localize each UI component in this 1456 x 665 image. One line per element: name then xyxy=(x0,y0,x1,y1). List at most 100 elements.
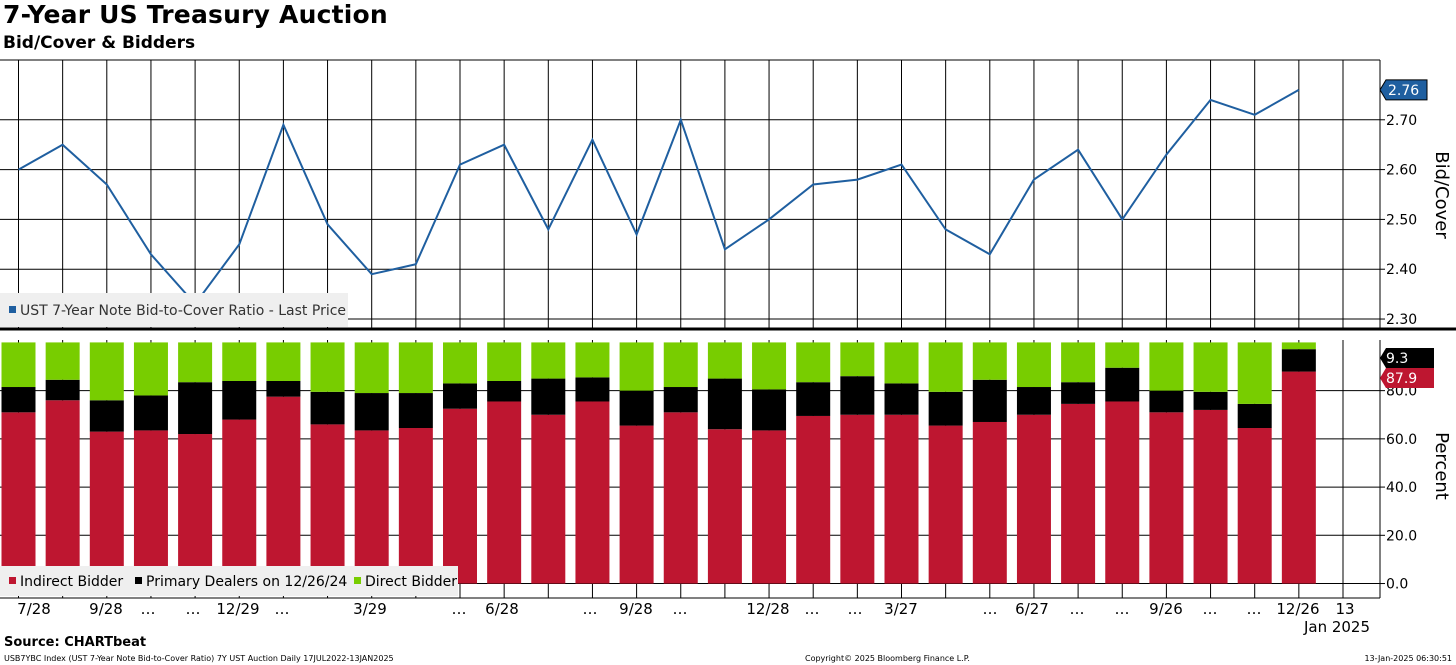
bar-direct xyxy=(663,342,698,388)
bar-indirect xyxy=(575,401,610,584)
bar-direct xyxy=(796,342,831,383)
bar-primary-dealers xyxy=(354,393,389,431)
legend-label: UST 7-Year Note Bid-to-Cover Ratio - Las… xyxy=(20,303,346,319)
bar-primary-dealers xyxy=(1061,382,1096,404)
y-tick-label: 2.40 xyxy=(1386,262,1417,278)
y-tick-label: 60.0 xyxy=(1386,432,1417,448)
bidders-panel: 0.020.040.060.080.09.387.9PercentIndirec… xyxy=(0,340,1452,599)
bar-indirect xyxy=(310,424,345,584)
bar-indirect xyxy=(928,425,963,584)
bar-direct xyxy=(45,342,80,380)
x-tick-label: … xyxy=(583,600,598,618)
bar-primary-dealers xyxy=(972,379,1007,422)
bar-indirect xyxy=(133,430,168,584)
bar-direct xyxy=(840,342,875,377)
x-tick-label: … xyxy=(848,600,863,618)
bar-primary-dealers xyxy=(1149,390,1184,413)
x-tick-label: 7/28 xyxy=(17,600,51,618)
x-year-label: Jan 2025 xyxy=(1303,618,1370,636)
x-tick-label: 3/27 xyxy=(884,600,918,618)
bar-indirect xyxy=(972,421,1007,584)
y-axis-title: Percent xyxy=(1431,432,1452,500)
bar-primary-dealers xyxy=(884,383,919,415)
x-tick-label: … xyxy=(452,600,467,618)
bar-indirect xyxy=(1105,401,1140,584)
x-tick-label: … xyxy=(673,600,688,618)
bar-indirect xyxy=(398,428,433,584)
x-tick-label: 12/26 xyxy=(1276,600,1319,618)
bar-indirect xyxy=(1237,428,1272,584)
footer-timestamp: 13-Jan-2025 06:30:51 xyxy=(1364,654,1452,663)
bar-indirect xyxy=(796,415,831,584)
bar-indirect xyxy=(266,396,301,584)
y-tick-label: 2.50 xyxy=(1386,212,1417,228)
x-tick-label: 9/28 xyxy=(619,600,653,618)
bar-direct xyxy=(752,342,787,390)
bar-primary-dealers xyxy=(1105,367,1140,402)
x-tick-label: … xyxy=(275,600,290,618)
x-tick-label: 6/28 xyxy=(485,600,519,618)
bar-direct xyxy=(1016,342,1051,388)
primary-dealers-value-label: 9.3 xyxy=(1386,351,1408,367)
y-tick-label: 40.0 xyxy=(1386,480,1417,496)
bar-primary-dealers xyxy=(398,393,433,429)
x-tick-label: 9/28 xyxy=(89,600,123,618)
bar-indirect xyxy=(1281,371,1316,584)
legend-label: Primary Dealers on 12/26/24 xyxy=(146,574,347,590)
bar-direct xyxy=(707,342,742,379)
legend-box xyxy=(0,566,458,596)
bar-indirect xyxy=(707,429,742,584)
bar-direct xyxy=(619,342,654,391)
y-axis-title: Bid/Cover xyxy=(1431,151,1452,239)
bar-primary-dealers xyxy=(840,376,875,415)
bar-direct xyxy=(1237,342,1272,404)
footer-copyright: Copyright© 2025 Bloomberg Finance L.P. xyxy=(805,654,970,663)
bar-indirect xyxy=(1,412,36,584)
bar-primary-dealers xyxy=(663,387,698,413)
bar-primary-dealers xyxy=(1281,349,1316,372)
x-tick-label: … xyxy=(141,600,156,618)
legend-swatch xyxy=(9,577,16,584)
bar-indirect xyxy=(752,430,787,584)
bar-direct xyxy=(443,342,477,384)
bar-primary-dealers xyxy=(45,379,80,401)
chart-title: 7-Year US Treasury Auction xyxy=(3,0,388,29)
bar-primary-dealers xyxy=(1,387,36,413)
bar-indirect xyxy=(45,400,80,584)
bid-cover-line xyxy=(18,89,1300,306)
legend-box xyxy=(0,293,348,327)
last-value-label: 2.76 xyxy=(1388,83,1419,99)
legend-label: Direct Bidder xyxy=(365,574,457,590)
bar-indirect xyxy=(1016,414,1051,584)
bar-direct xyxy=(89,342,124,401)
bar-indirect xyxy=(178,434,213,584)
x-tick-label: … xyxy=(1070,600,1085,618)
bar-indirect xyxy=(354,430,389,584)
x-tick-label: 12/28 xyxy=(746,600,789,618)
bar-direct xyxy=(178,342,213,383)
y-tick-label: 2.60 xyxy=(1386,163,1417,179)
bar-direct xyxy=(310,342,345,392)
bar-primary-dealers xyxy=(531,378,566,415)
indirect-value-label: 87.9 xyxy=(1386,371,1417,387)
legend-swatch xyxy=(9,306,16,313)
bar-primary-dealers xyxy=(310,391,345,425)
bar-direct xyxy=(575,342,610,378)
legend-swatch xyxy=(135,577,142,584)
bar-primary-dealers xyxy=(487,380,522,402)
legend-swatch xyxy=(354,577,361,584)
bar-direct xyxy=(531,342,566,379)
bar-direct xyxy=(354,342,389,394)
primary-dealers-value-tag xyxy=(1380,348,1434,368)
x-tick-label: 6/27 xyxy=(1015,600,1049,618)
bar-direct xyxy=(1149,342,1184,391)
bar-indirect xyxy=(619,425,654,584)
bar-primary-dealers xyxy=(133,395,168,431)
bar-direct xyxy=(398,342,433,394)
bar-indirect xyxy=(663,412,698,584)
bar-indirect xyxy=(531,414,566,584)
x-axis: 7/28 9/28 … … 12/29 … 3/29 … 6/28 … 9/28 … 12/28 … … 3/… xyxy=(17,600,1370,636)
x-tick-label: … xyxy=(805,600,820,618)
bar-indirect xyxy=(840,414,875,584)
